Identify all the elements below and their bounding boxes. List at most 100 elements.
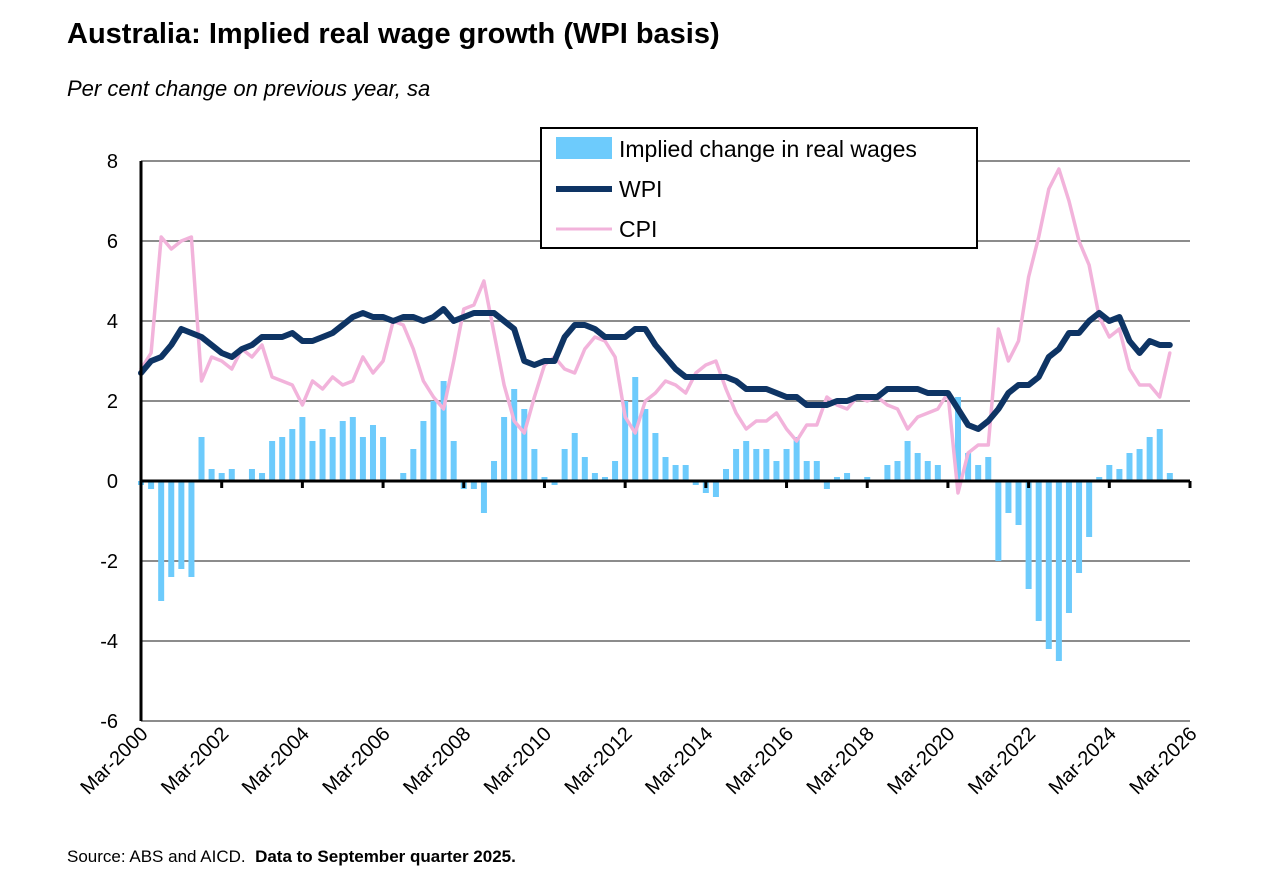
bar-real-wages bbox=[1116, 469, 1123, 481]
bar-real-wages bbox=[380, 437, 387, 481]
bar-real-wages bbox=[894, 461, 901, 481]
bar-real-wages bbox=[1035, 481, 1042, 621]
bar-real-wages bbox=[612, 461, 619, 481]
bar-real-wages bbox=[501, 417, 508, 481]
bar-real-wages bbox=[218, 473, 225, 481]
bar-real-wages bbox=[319, 429, 326, 481]
data-note: Data to September quarter 2025. bbox=[255, 847, 516, 866]
bar-real-wages bbox=[833, 477, 840, 481]
bar-series-real-wages bbox=[138, 377, 1173, 661]
bar-real-wages bbox=[965, 453, 972, 481]
bar-real-wages bbox=[1005, 481, 1012, 513]
source-note: Source: ABS and AICD. Data to September … bbox=[67, 847, 516, 867]
line-wpi bbox=[138, 306, 1173, 432]
y-tick-label: -6 bbox=[100, 711, 118, 733]
bar-real-wages bbox=[571, 433, 578, 481]
bar-real-wages bbox=[541, 477, 548, 481]
bar-real-wages bbox=[450, 441, 457, 481]
bar-real-wages bbox=[682, 465, 689, 481]
bar-real-wages bbox=[581, 457, 588, 481]
bar-real-wages bbox=[995, 481, 1002, 561]
bar-real-wages bbox=[723, 469, 730, 481]
bar-real-wages bbox=[1045, 481, 1052, 649]
bar-real-wages bbox=[1106, 465, 1113, 481]
bar-real-wages bbox=[753, 449, 760, 481]
bar-real-wages bbox=[168, 481, 175, 577]
bar-real-wages bbox=[511, 389, 518, 481]
bar-real-wages bbox=[259, 473, 266, 481]
y-tick-label: 0 bbox=[107, 471, 118, 493]
bar-real-wages bbox=[289, 429, 296, 481]
bar-real-wages bbox=[329, 437, 336, 481]
bar-real-wages bbox=[1126, 453, 1133, 481]
legend-swatch-real-wages bbox=[556, 137, 612, 159]
x-tick-label: Mar-2002 bbox=[157, 723, 233, 799]
bar-real-wages bbox=[440, 381, 447, 481]
bar-real-wages bbox=[1086, 481, 1093, 537]
x-tick-label: Mar-2024 bbox=[1045, 723, 1121, 799]
x-tick-label: Mar-2000 bbox=[76, 723, 152, 799]
bar-real-wages bbox=[410, 449, 417, 481]
bar-real-wages bbox=[299, 417, 306, 481]
bar-real-wages bbox=[692, 481, 699, 485]
bar-real-wages bbox=[148, 481, 155, 489]
bar-real-wages bbox=[793, 437, 800, 481]
bar-real-wages bbox=[672, 465, 679, 481]
bar-real-wages bbox=[1025, 481, 1032, 589]
bar-real-wages bbox=[924, 461, 931, 481]
bar-real-wages bbox=[1076, 481, 1083, 573]
bar-real-wages bbox=[622, 401, 629, 481]
bar-real-wages bbox=[491, 461, 498, 481]
bar-real-wages bbox=[349, 417, 356, 481]
x-tick-label: Mar-2018 bbox=[803, 723, 879, 799]
legend-label-wpi: WPI bbox=[619, 176, 662, 202]
bar-real-wages bbox=[430, 401, 437, 481]
line-series bbox=[138, 167, 1173, 495]
bar-real-wages bbox=[228, 469, 235, 481]
source-text: Source: ABS and AICD. bbox=[67, 847, 246, 866]
bar-real-wages bbox=[904, 441, 911, 481]
bar-real-wages bbox=[359, 437, 366, 481]
bar-real-wages bbox=[985, 457, 992, 481]
bar-real-wages bbox=[1015, 481, 1022, 525]
bar-real-wages bbox=[601, 477, 608, 481]
y-tick-label: -4 bbox=[100, 631, 118, 653]
x-tick-label: Mar-2010 bbox=[480, 723, 556, 799]
legend-label-real-wages: Implied change in real wages bbox=[619, 136, 917, 162]
bar-real-wages bbox=[279, 437, 286, 481]
y-tick-label: 4 bbox=[107, 311, 118, 333]
bar-real-wages bbox=[955, 397, 962, 481]
bar-real-wages bbox=[783, 449, 790, 481]
bar-real-wages bbox=[1136, 449, 1143, 481]
bar-real-wages bbox=[813, 461, 820, 481]
bar-real-wages bbox=[480, 481, 487, 513]
bar-real-wages bbox=[763, 449, 770, 481]
bar-real-wages bbox=[823, 481, 830, 489]
bar-real-wages bbox=[269, 441, 276, 481]
bar-real-wages bbox=[1146, 437, 1153, 481]
bar-real-wages bbox=[652, 433, 659, 481]
bar-real-wages bbox=[470, 481, 477, 489]
bar-real-wages bbox=[158, 481, 165, 601]
bar-real-wages bbox=[642, 409, 649, 481]
y-tick-label: 2 bbox=[107, 391, 118, 413]
x-tick-label: Mar-2006 bbox=[319, 723, 395, 799]
bar-real-wages bbox=[178, 481, 185, 569]
gridlines bbox=[141, 160, 1190, 722]
legend: Implied change in real wages WPI CPI bbox=[540, 127, 978, 249]
bar-real-wages bbox=[1096, 477, 1103, 481]
bar-real-wages bbox=[712, 481, 719, 497]
bar-real-wages bbox=[521, 409, 528, 481]
y-tick-label: 6 bbox=[107, 231, 118, 253]
y-tick-label: -2 bbox=[100, 551, 118, 573]
bar-real-wages bbox=[662, 457, 669, 481]
x-tick-label: Mar-2020 bbox=[883, 723, 959, 799]
x-tick-label: Mar-2016 bbox=[722, 723, 798, 799]
bar-real-wages bbox=[1166, 473, 1173, 481]
bar-real-wages bbox=[208, 469, 215, 481]
bar-real-wages bbox=[531, 449, 538, 481]
bar-real-wages bbox=[884, 465, 891, 481]
bar-real-wages bbox=[188, 481, 195, 577]
bar-real-wages bbox=[561, 449, 568, 481]
x-tick-label: Mar-2014 bbox=[641, 723, 717, 799]
